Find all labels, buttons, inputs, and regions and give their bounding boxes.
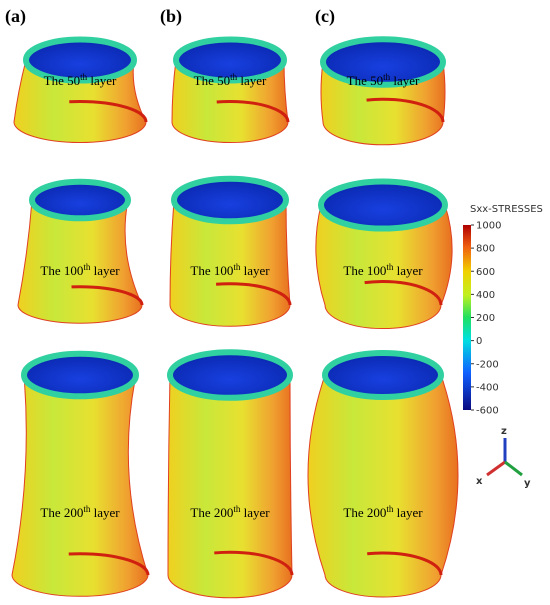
cylinder-top-rim xyxy=(167,349,293,401)
layer-label: The 200th layer xyxy=(190,504,270,520)
layer-label: The 50th layer xyxy=(194,72,267,88)
layer-word: layer xyxy=(237,73,267,88)
cylinder-top-rim xyxy=(23,36,137,84)
layer-word: layer xyxy=(240,505,270,520)
layer-number: The 200 xyxy=(190,505,233,520)
cylinder-body xyxy=(307,374,459,598)
colorbar-tick-label: -200 xyxy=(476,359,499,370)
axis-label-y: y xyxy=(524,478,531,489)
colorbar-tick-label: 1000 xyxy=(476,221,501,232)
axis-label-z: z xyxy=(501,426,507,437)
cylinder-bottom-rim xyxy=(168,282,292,328)
colorbar-tick-label: 200 xyxy=(476,313,495,324)
colorbar-tick-label: 600 xyxy=(476,267,495,278)
layer-word: layer xyxy=(393,263,423,278)
layer-label: The 50th layer xyxy=(44,72,117,88)
layer-word: layer xyxy=(90,505,120,520)
cylinder-bottom-rim xyxy=(321,97,445,147)
layer-suffix-sup: th xyxy=(80,72,88,82)
axis-triad xyxy=(486,438,523,477)
layer-suffix-sup: th xyxy=(386,504,394,514)
cylinder-body xyxy=(11,374,149,597)
layer-word: layer xyxy=(390,73,420,88)
layer-suffix-sup: th xyxy=(386,262,394,272)
colorbar-tick-label: 400 xyxy=(476,290,495,301)
colorbar-tick-label: -400 xyxy=(476,382,499,393)
layer-number: The 100 xyxy=(40,263,83,278)
cylinder-top-rim xyxy=(322,349,444,401)
layer-suffix-sup: th xyxy=(83,504,91,514)
layer-suffix-sup: th xyxy=(233,504,241,514)
layer-number: The 100 xyxy=(190,263,233,278)
cylinder-bottom-rim xyxy=(170,99,290,145)
layer-label: The 100th layer xyxy=(40,262,120,278)
layer-word: layer xyxy=(393,505,423,520)
cylinder-top-rim xyxy=(318,178,448,232)
layer-number: The 100 xyxy=(343,263,386,278)
cylinder-bottom-rim xyxy=(12,99,148,145)
layer-word: layer xyxy=(240,263,270,278)
layer-word: layer xyxy=(87,73,117,88)
cylinder-top-rim xyxy=(173,36,287,84)
layer-suffix-sup: th xyxy=(233,262,241,272)
layer-number: The 200 xyxy=(40,505,83,520)
panel-label: (b) xyxy=(160,6,182,27)
cylinder-body xyxy=(315,204,453,330)
colorbar-tick-label: 0 xyxy=(476,336,482,347)
cylinder-body xyxy=(169,199,291,327)
panel-label: (c) xyxy=(315,6,335,27)
cylinder-body xyxy=(167,374,293,599)
layer-number: The 50 xyxy=(44,73,80,88)
cylinder-bottom-rim xyxy=(323,279,443,331)
colorbar-tick-label: -600 xyxy=(476,406,499,417)
layer-number: The 50 xyxy=(194,73,230,88)
layer-suffix-sup: th xyxy=(230,72,238,82)
panel-label: (a) xyxy=(5,6,26,27)
layer-number: The 50 xyxy=(347,73,383,88)
layer-number: The 200 xyxy=(343,505,386,520)
layer-label: The 100th layer xyxy=(190,262,270,278)
cylinder-top-rim xyxy=(320,36,446,88)
axis-label-x: x xyxy=(476,476,483,487)
cylinder-body xyxy=(17,199,143,324)
cylinder-bottom-rim xyxy=(166,550,294,600)
colorbar-title: Sxx-STRESSES xyxy=(470,204,543,215)
layer-label: The 200th layer xyxy=(40,504,120,520)
layer-word: layer xyxy=(90,263,120,278)
cylinder-bottom-rim xyxy=(323,551,443,599)
cylinder-bottom-rim xyxy=(10,552,150,598)
layer-suffix-sup: th xyxy=(383,72,391,82)
layer-label: The 200th layer xyxy=(343,504,423,520)
cylinder-top-rim xyxy=(29,178,131,222)
colorbar xyxy=(463,225,471,410)
layer-label: The 100th layer xyxy=(343,262,423,278)
cylinder-top-rim xyxy=(21,350,139,400)
layer-label: The 50th layer xyxy=(347,72,420,88)
colorbar-tick-label: 800 xyxy=(476,244,495,255)
cylinder-bottom-rim xyxy=(16,285,144,325)
cylinder-top-rim xyxy=(171,175,289,225)
layer-suffix-sup: th xyxy=(83,262,91,272)
